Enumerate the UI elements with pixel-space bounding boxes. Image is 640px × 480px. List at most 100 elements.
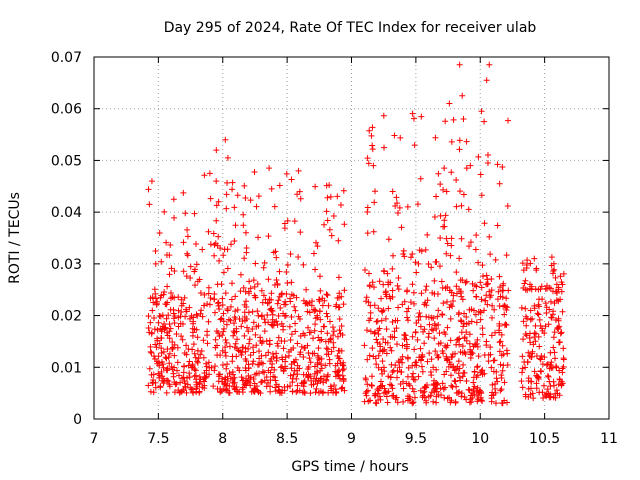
data-point (560, 355, 567, 362)
data-point (168, 265, 175, 272)
data-point (275, 312, 282, 319)
data-point (504, 399, 511, 406)
data-point (474, 336, 481, 343)
data-point (211, 363, 218, 370)
data-point (186, 304, 193, 311)
data-point (403, 345, 410, 352)
data-point (294, 340, 301, 347)
data-point (431, 214, 438, 220)
data-point (292, 320, 299, 327)
data-point (324, 330, 331, 337)
data-point (404, 287, 411, 294)
data-point (148, 371, 155, 378)
data-point (300, 353, 307, 360)
data-point (253, 323, 260, 330)
data-point (473, 319, 480, 326)
data-point (371, 199, 378, 206)
data-point (557, 273, 564, 280)
data-point (249, 344, 256, 351)
data-point (189, 325, 196, 332)
data-point (329, 324, 336, 331)
data-point (457, 317, 464, 324)
data-point (222, 349, 229, 356)
data-point (246, 379, 253, 386)
data-point (305, 363, 312, 370)
data-point (499, 287, 506, 294)
data-point (145, 325, 152, 332)
data-point (488, 398, 495, 405)
data-point (382, 289, 389, 296)
data-point (219, 295, 226, 302)
data-point (411, 346, 418, 353)
data-point (370, 228, 377, 235)
data-point (228, 296, 235, 303)
data-point (158, 349, 165, 356)
data-point (447, 372, 454, 379)
data-point (312, 321, 319, 328)
data-point (543, 390, 550, 397)
data-point (491, 357, 498, 364)
data-point (232, 340, 239, 347)
data-point (229, 186, 236, 193)
data-point (543, 309, 550, 316)
data-point (523, 322, 530, 329)
data-point (147, 388, 154, 395)
data-point (529, 315, 536, 322)
data-point (246, 336, 253, 343)
data-point (208, 364, 215, 371)
data-point (547, 349, 554, 356)
data-point (385, 388, 392, 395)
data-point (541, 354, 548, 361)
data-point (429, 289, 436, 296)
data-point (226, 370, 233, 377)
data-point (432, 348, 439, 355)
data-point (441, 217, 448, 224)
data-point (290, 344, 297, 351)
data-point (314, 369, 321, 376)
data-point (365, 160, 372, 167)
data-point (532, 338, 539, 345)
data-point (409, 251, 416, 258)
data-point (443, 188, 450, 195)
y-tick-label: 0.04 (51, 205, 82, 221)
data-point (339, 367, 346, 374)
data-point (526, 330, 533, 337)
data-point (425, 330, 432, 337)
data-point (163, 315, 170, 322)
data-point (468, 306, 475, 313)
data-point (222, 336, 229, 343)
data-point (337, 202, 344, 209)
data-point (452, 350, 459, 357)
data-point (162, 300, 169, 307)
data-point (213, 178, 220, 185)
data-point (241, 182, 248, 189)
data-point (328, 348, 335, 355)
data-point (559, 369, 566, 376)
data-point (283, 170, 290, 177)
data-point (538, 283, 545, 290)
data-point (221, 381, 228, 388)
data-point (152, 295, 159, 302)
data-point (417, 175, 424, 182)
data-point (147, 343, 154, 350)
data-point (478, 368, 485, 375)
data-point (497, 338, 504, 345)
data-point (261, 369, 268, 376)
data-point (282, 358, 289, 365)
data-point (283, 268, 290, 275)
data-point (441, 223, 448, 230)
data-point (479, 262, 486, 269)
data-point (500, 351, 507, 358)
data-point (497, 387, 504, 394)
data-point (458, 235, 465, 242)
data-point (156, 372, 163, 379)
data-point (245, 328, 252, 335)
data-point (481, 307, 488, 314)
data-point (181, 349, 188, 356)
x-tick-label: 7 (90, 431, 99, 447)
data-point (361, 342, 368, 349)
data-point (215, 233, 222, 240)
data-point (467, 346, 474, 353)
data-point (477, 171, 484, 178)
data-point (456, 335, 463, 342)
